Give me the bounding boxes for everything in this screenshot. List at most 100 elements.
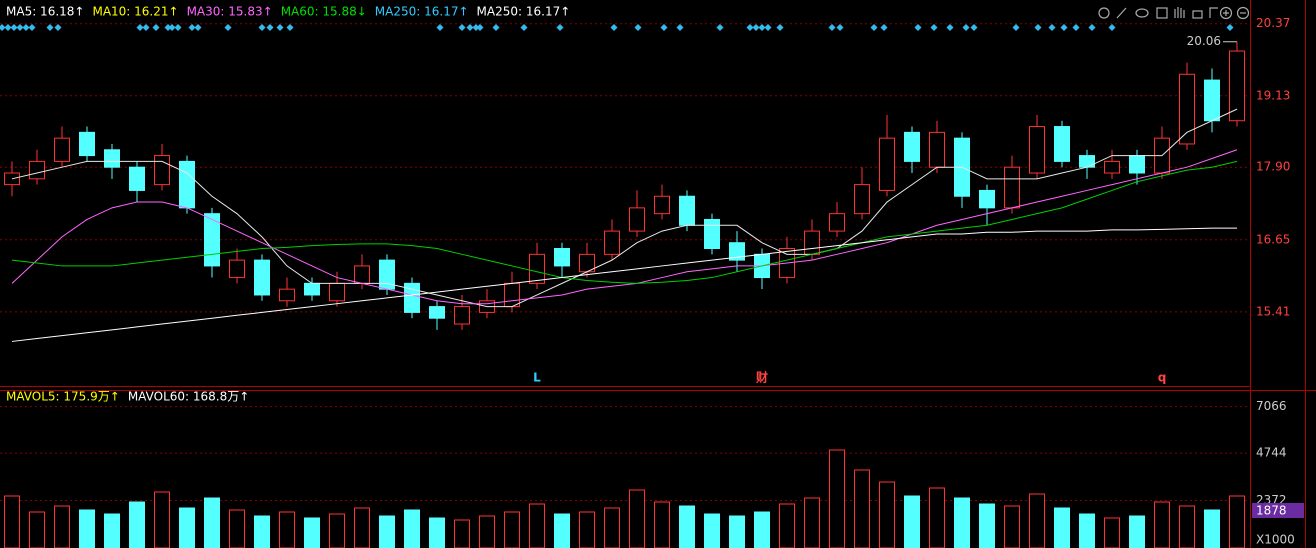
current-volume-label: 1878 bbox=[1256, 504, 1287, 518]
volume-bar bbox=[1229, 495, 1245, 548]
volume-bar bbox=[904, 495, 920, 548]
signal-diamond bbox=[880, 24, 888, 31]
volume-unit: X1000 bbox=[1256, 533, 1295, 547]
legend-item: MA10: 16.21↑ bbox=[92, 5, 178, 19]
volume-bar bbox=[579, 511, 595, 548]
signal-diamond bbox=[266, 24, 274, 31]
candle-body bbox=[1004, 166, 1020, 209]
volume-bar bbox=[29, 511, 45, 548]
signal-diamond bbox=[492, 24, 500, 31]
volume-bar bbox=[1129, 515, 1145, 548]
candle-body bbox=[604, 230, 620, 255]
zoom-out-icon[interactable] bbox=[1236, 6, 1250, 20]
volume-bar bbox=[554, 513, 570, 548]
legend-item: MA5: 16.18↑ bbox=[6, 5, 84, 19]
signal-diamond bbox=[870, 24, 878, 31]
volume-bar bbox=[104, 513, 120, 548]
signal-diamond bbox=[1088, 24, 1096, 31]
signal-diamond bbox=[716, 24, 724, 31]
candle-body bbox=[229, 259, 245, 279]
candle-body bbox=[1029, 126, 1045, 174]
volume-bar bbox=[754, 511, 770, 548]
settings-icon[interactable] bbox=[1098, 7, 1110, 19]
draw-icon[interactable] bbox=[1116, 7, 1127, 19]
signal-diamond bbox=[610, 24, 618, 31]
candle-body bbox=[1204, 79, 1220, 122]
zoom-in-icon[interactable] bbox=[1219, 6, 1233, 20]
signal-diamond bbox=[828, 24, 836, 31]
volume-bar bbox=[454, 519, 470, 548]
signal-diamond bbox=[142, 24, 150, 31]
volume-bar bbox=[154, 491, 170, 548]
candle-body bbox=[1079, 155, 1095, 168]
volume-bar bbox=[429, 517, 445, 548]
signal-diamond bbox=[136, 24, 144, 31]
volume-bar bbox=[979, 503, 995, 548]
signal-diamond bbox=[168, 24, 176, 31]
signal-diamond bbox=[28, 24, 36, 31]
signal-diamond bbox=[764, 24, 772, 31]
volume-bar bbox=[704, 513, 720, 548]
hand-icon[interactable] bbox=[1174, 7, 1185, 18]
signal-diamond bbox=[458, 24, 466, 31]
signal-diamond bbox=[836, 24, 844, 31]
volume-bar bbox=[954, 497, 970, 548]
signal-diamond bbox=[946, 24, 954, 31]
toolbar bbox=[1098, 6, 1250, 20]
signal-diamond bbox=[22, 24, 30, 31]
legend-item: MA60: 15.88↓ bbox=[281, 5, 367, 19]
y-tick-label: 17.90 bbox=[1256, 160, 1290, 174]
candle-body bbox=[454, 306, 470, 325]
volume-bar bbox=[204, 497, 220, 548]
volume-bar bbox=[829, 449, 845, 548]
signal-diamond bbox=[1012, 24, 1020, 31]
event-marker: L bbox=[533, 371, 541, 385]
line-icon[interactable] bbox=[1209, 7, 1218, 18]
signal-diamond bbox=[746, 24, 754, 31]
box-icon[interactable] bbox=[1156, 7, 1168, 19]
volume-bar bbox=[529, 503, 545, 548]
lock-icon[interactable] bbox=[1192, 10, 1203, 19]
legend-item: MA30: 15.83↑ bbox=[187, 5, 273, 19]
candle-body bbox=[704, 218, 720, 250]
volume-bar bbox=[654, 501, 670, 548]
signal-diamond bbox=[54, 24, 62, 31]
signal-diamond bbox=[1226, 24, 1234, 31]
volume-bar bbox=[329, 513, 345, 548]
candle-body bbox=[679, 195, 695, 226]
volume-bar bbox=[804, 497, 820, 548]
view-icon[interactable] bbox=[1135, 8, 1149, 18]
signal-diamond bbox=[1048, 24, 1056, 31]
signal-diamond bbox=[1072, 24, 1080, 31]
event-marker: 财 bbox=[755, 370, 768, 385]
candle-body bbox=[1229, 50, 1245, 122]
volume-bar bbox=[854, 469, 870, 548]
volume-bar bbox=[604, 507, 620, 548]
volume-bar bbox=[929, 487, 945, 548]
volume-bar bbox=[1104, 517, 1120, 548]
candle-body bbox=[929, 131, 945, 168]
event-marker: q bbox=[1158, 371, 1167, 385]
y-tick-label: 4744 bbox=[1256, 446, 1287, 460]
candle-body bbox=[129, 166, 145, 191]
candle-body bbox=[179, 160, 195, 209]
signal-diamond bbox=[758, 24, 766, 31]
signal-diamond bbox=[46, 24, 54, 31]
ma-line bbox=[11, 108, 1238, 308]
high-label: 20.06 bbox=[1187, 34, 1221, 48]
candle-body bbox=[529, 253, 545, 284]
signal-diamond bbox=[914, 24, 922, 31]
zoom-in-icon[interactable] bbox=[1223, 10, 1229, 16]
volume-bar bbox=[354, 507, 370, 548]
signal-diamond bbox=[930, 24, 938, 31]
candle-body bbox=[554, 248, 570, 267]
candle-body bbox=[29, 160, 45, 180]
volume-bar bbox=[129, 501, 145, 548]
candle-body bbox=[279, 288, 295, 302]
candle-body bbox=[804, 230, 820, 255]
signal-diamond bbox=[1108, 24, 1116, 31]
volume-bar bbox=[729, 515, 745, 548]
signal-diamond bbox=[962, 24, 970, 31]
